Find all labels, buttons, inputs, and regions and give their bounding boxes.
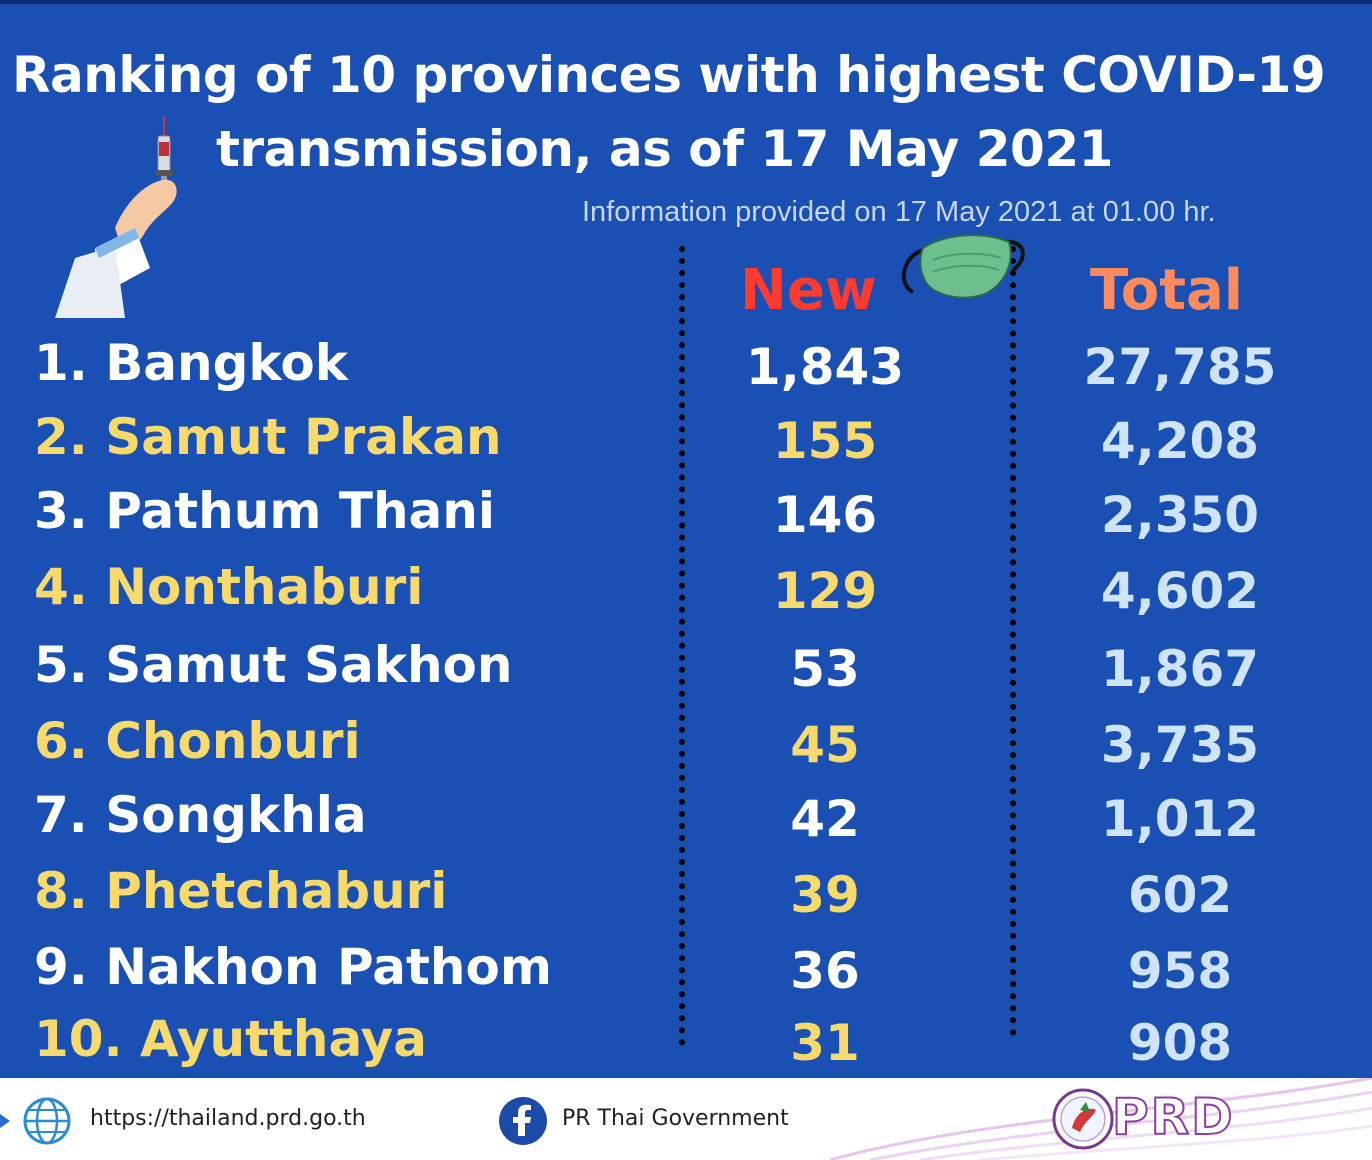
arrow-icon bbox=[0, 1114, 10, 1128]
top-border bbox=[0, 0, 1372, 4]
table-row: 4. Nonthaburi 129 4,602 bbox=[0, 558, 1372, 634]
province-name: 10. Ayutthaya bbox=[34, 1010, 428, 1068]
table-row: 10. Ayutthaya 31 908 bbox=[0, 1010, 1372, 1086]
prd-logo: PRD bbox=[1111, 1087, 1235, 1147]
new-cases: 53 bbox=[790, 640, 860, 698]
header-new: New bbox=[740, 258, 877, 323]
website-link[interactable]: https://thailand.prd.go.th bbox=[90, 1106, 366, 1131]
table-row: 9. Nakhon Pathom 36 958 bbox=[0, 938, 1372, 1014]
new-cases: 1,843 bbox=[745, 338, 905, 396]
new-cases: 129 bbox=[772, 562, 878, 620]
syringe-hand-icon bbox=[55, 116, 177, 318]
facebook-icon bbox=[499, 1097, 547, 1145]
province-name: 9. Nakhon Pathom bbox=[34, 938, 552, 996]
province-name: 3. Pathum Thani bbox=[34, 482, 496, 540]
table-row: 2. Samut Prakan 155 4,208 bbox=[0, 408, 1372, 484]
new-cases: 36 bbox=[790, 942, 860, 1000]
province-name: 5. Samut Sakhon bbox=[34, 636, 513, 694]
province-name: 7. Songkhla bbox=[34, 786, 367, 844]
table-row: 7. Songkhla 42 1,012 bbox=[0, 786, 1372, 862]
total-cases: 3,735 bbox=[1100, 716, 1260, 774]
divider-left bbox=[679, 246, 685, 1046]
new-cases: 155 bbox=[772, 412, 878, 470]
face-mask-icon bbox=[902, 234, 1025, 299]
table-row: 1. Bangkok 1,843 27,785 bbox=[0, 334, 1372, 410]
table-row: 5. Samut Sakhon 53 1,867 bbox=[0, 636, 1372, 712]
province-name: 1. Bangkok bbox=[34, 334, 348, 392]
new-cases: 146 bbox=[772, 486, 878, 544]
table-row: 6. Chonburi 45 3,735 bbox=[0, 712, 1372, 788]
total-cases: 1,012 bbox=[1100, 790, 1260, 848]
table-row: 8. Phetchaburi 39 602 bbox=[0, 862, 1372, 938]
divider-right bbox=[1010, 246, 1016, 1036]
province-name: 8. Phetchaburi bbox=[34, 862, 448, 920]
total-cases: 2,350 bbox=[1100, 486, 1260, 544]
info-note: Information provided on 17 May 2021 at 0… bbox=[582, 196, 1216, 228]
total-cases: 4,208 bbox=[1100, 412, 1260, 470]
total-cases: 908 bbox=[1127, 1014, 1233, 1072]
title-line-1: Ranking of 10 provinces with highest COV… bbox=[12, 46, 1326, 104]
total-cases: 602 bbox=[1127, 866, 1233, 924]
total-cases: 958 bbox=[1127, 942, 1233, 1000]
total-cases: 27,785 bbox=[1083, 338, 1277, 396]
title-line-2: transmission, as of 17 May 2021 bbox=[216, 120, 1113, 178]
new-cases: 42 bbox=[790, 790, 860, 848]
globe-icon bbox=[23, 1097, 71, 1145]
footer: https://thailand.prd.go.th PR Thai Gover… bbox=[0, 1078, 1372, 1160]
new-cases: 31 bbox=[790, 1014, 860, 1072]
table-row: 3. Pathum Thani 146 2,350 bbox=[0, 482, 1372, 558]
new-cases: 45 bbox=[790, 716, 860, 774]
total-cases: 4,602 bbox=[1100, 562, 1260, 620]
prd-seal-icon bbox=[1052, 1088, 1114, 1150]
header-total: Total bbox=[1090, 258, 1243, 323]
province-name: 6. Chonburi bbox=[34, 712, 361, 770]
total-cases: 1,867 bbox=[1100, 640, 1260, 698]
province-name: 2. Samut Prakan bbox=[34, 408, 502, 466]
province-name: 4. Nonthaburi bbox=[34, 558, 424, 616]
facebook-page-link[interactable]: PR Thai Government bbox=[562, 1106, 789, 1131]
new-cases: 39 bbox=[790, 866, 860, 924]
